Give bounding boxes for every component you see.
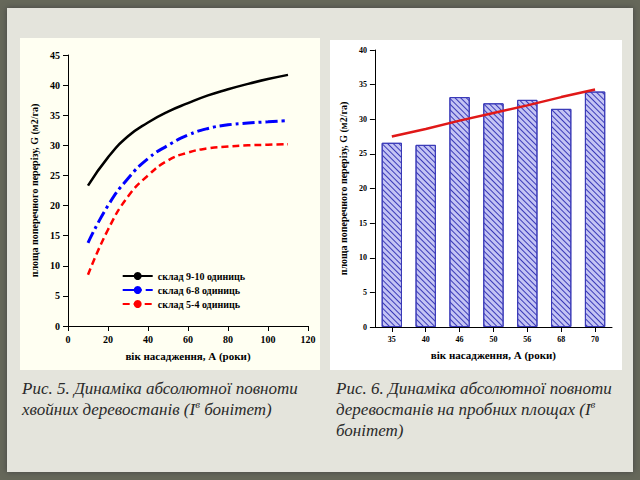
svg-text:70: 70 — [591, 335, 599, 344]
svg-text:20: 20 — [359, 184, 367, 193]
svg-text:30: 30 — [50, 140, 60, 151]
svg-text:склад 5-4 одиниць: склад 5-4 одиниць — [158, 299, 241, 310]
svg-text:68: 68 — [557, 335, 565, 344]
svg-text:80: 80 — [223, 334, 233, 345]
svg-text:50: 50 — [489, 335, 497, 344]
svg-text:вік насадження, А (роки): вік насадження, А (роки) — [125, 350, 250, 363]
svg-text:120: 120 — [301, 334, 316, 345]
svg-text:40: 40 — [50, 80, 60, 91]
svg-text:15: 15 — [50, 230, 60, 241]
svg-text:35: 35 — [50, 110, 60, 121]
svg-text:5: 5 — [363, 288, 367, 297]
svg-text:25: 25 — [359, 149, 367, 158]
svg-text:площа поперечного перерізу, G: площа поперечного перерізу, G (м2/га) — [29, 104, 41, 278]
svg-text:10: 10 — [50, 260, 60, 271]
svg-text:склад 9-10 одиниць: склад 9-10 одиниць — [158, 271, 246, 282]
svg-text:35: 35 — [388, 335, 396, 344]
svg-text:площа поперечного перерізу, G: площа поперечного перерізу, G (м2/га) — [338, 102, 350, 276]
svg-text:46: 46 — [456, 335, 464, 344]
svg-text:склад 6-8 одиниць: склад 6-8 одиниць — [158, 285, 241, 296]
svg-text:100: 100 — [261, 334, 276, 345]
svg-text:40: 40 — [422, 335, 430, 344]
svg-text:25: 25 — [50, 170, 60, 181]
svg-text:20: 20 — [103, 334, 113, 345]
svg-text:30: 30 — [359, 115, 367, 124]
svg-text:40: 40 — [359, 46, 367, 55]
svg-text:40: 40 — [143, 334, 153, 345]
svg-text:56: 56 — [523, 335, 531, 344]
svg-text:5: 5 — [55, 290, 60, 301]
svg-text:45: 45 — [50, 50, 60, 61]
html-text:бонітет): бонітет) — [336, 421, 404, 440]
html-text:Рис. 5. Динаміка абсолютної по: Рис. 5. Динаміка абсолютної повноти хвой… — [22, 379, 298, 419]
html-text:Рис. 6. Динаміка абсолютної по: Рис. 6. Динаміка абсолютної повноти дере… — [336, 379, 612, 419]
svg-text:60: 60 — [183, 334, 193, 345]
svg-text:15: 15 — [359, 219, 367, 228]
svg-text:0: 0 — [55, 321, 60, 332]
svg-text:35: 35 — [359, 80, 367, 89]
svg-text:10: 10 — [359, 253, 367, 262]
svg-text:вік насадження, А (роки): вік насадження, А (роки) — [431, 349, 556, 362]
svg-text:0: 0 — [363, 323, 367, 332]
svg-text:20: 20 — [50, 200, 60, 211]
svg-text:0: 0 — [66, 334, 71, 345]
